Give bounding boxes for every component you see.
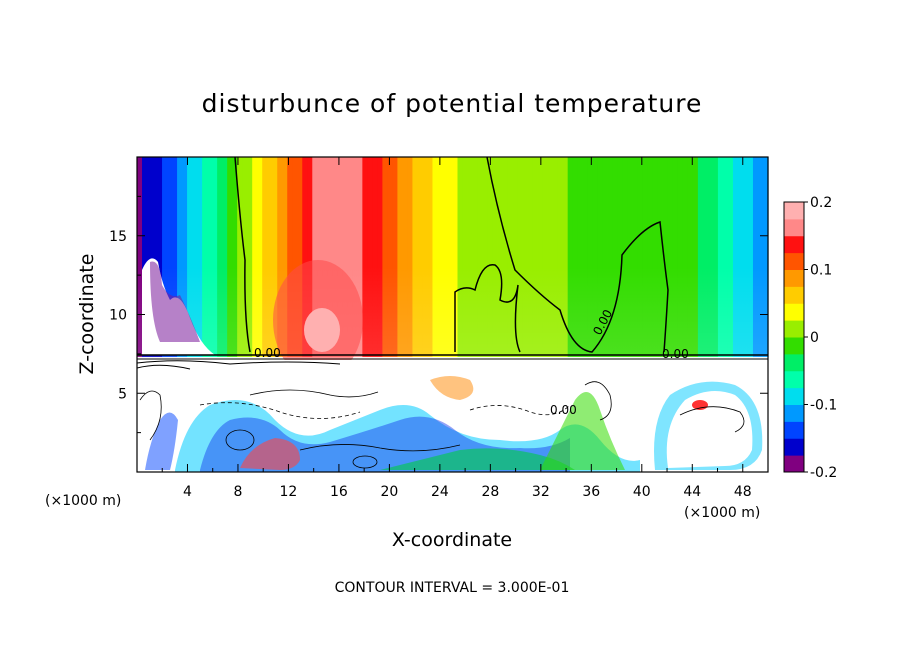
contour-label: 0.00 [662,347,689,361]
interface-contours [136,354,768,370]
pink-core [304,308,340,352]
colorbar-swatch [784,202,804,220]
x-tick-label: 28 [481,484,499,500]
colorbar-swatch [784,235,804,254]
x-unit-left: (×1000 m) [45,493,121,509]
colorbar-tick-label: 0 [810,330,819,346]
x-tick-label: 32 [532,484,550,500]
x-tick-label: 20 [380,484,398,500]
colorbar-swatch [784,404,804,422]
colorbar-swatch [784,218,804,237]
x-tick-label: 12 [280,484,298,500]
colorbar-swatch [784,370,804,389]
contour-line [486,156,669,353]
colorbar-tick-label: 0.2 [810,195,832,211]
x-axis: 4 8 12 16 20 24 28 32 36 40 44 48 [161,157,752,500]
y-tick-label: 10 [109,308,127,324]
contour-line [454,263,521,353]
field-shading [137,157,768,357]
colorbar-swatch [784,303,804,321]
colorbar [784,202,804,473]
colorbar-swatch [784,387,804,405]
footnote: CONTOUR INTERVAL = 3.000E-01 [335,580,570,596]
colorbar-swatch [784,252,804,270]
colorbar-swatch [784,337,804,355]
y-axis-label: Z-coordinate [76,254,98,375]
colorbar-swatch [784,438,804,456]
x-tick-label: 16 [330,484,348,500]
contour-line [234,156,251,353]
colorbar-ticks: 0.2 0.1 0 -0.1 -0.2 [804,195,837,481]
x-axis-label: X-coordinate [392,529,512,551]
x-tick-label: 44 [683,484,701,500]
y-tick-label: 15 [109,229,127,245]
contour-label: 0.00 [254,346,281,360]
chart-title: disturbunce of potential temperature [202,89,703,118]
x-tick-label: 40 [633,484,651,500]
colorbar-swatch [784,353,804,372]
x-tick-label: 4 [183,484,192,500]
colorbar-swatch [784,269,804,287]
x-tick-label: 36 [582,484,600,500]
colorbar-swatch [784,320,804,338]
x-tick-label: 24 [431,484,449,500]
contour-label: 0.00 [550,403,577,417]
colorbar-swatch [784,455,804,473]
colorbar-swatch [784,286,804,304]
colorbar-tick-label: -0.2 [810,465,837,481]
colorbar-tick-label: -0.1 [810,398,837,414]
colorbar-swatch [784,421,804,439]
y-axis: 5 10 15 [109,195,768,434]
x-tick-label: 8 [233,484,242,500]
purple-patch [150,261,200,342]
y-tick-label: 5 [118,386,127,402]
x-unit-right: (×1000 m) [684,505,760,521]
colorbar-tick-label: 0.1 [810,263,832,279]
lower-layer-field [137,360,768,472]
x-tick-label: 48 [734,484,752,500]
